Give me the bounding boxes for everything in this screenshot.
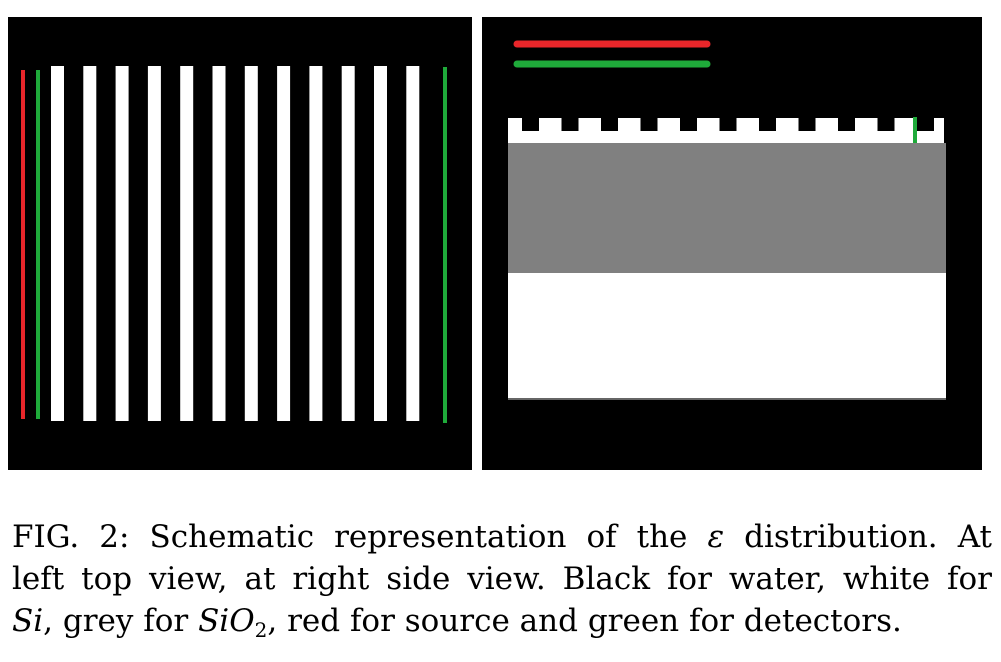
sio2-base: SiO [198, 603, 255, 639]
caption-line-2: left top view, at right side view. Black… [12, 561, 992, 597]
epsilon-symbol: ε [707, 519, 725, 555]
silicon-stripe [212, 66, 226, 421]
grating-groove [522, 118, 539, 131]
caption-text-1-end: distribution. At [744, 519, 993, 555]
grating-groove [759, 118, 776, 131]
silicon-stripe [244, 66, 258, 421]
grating-groove [601, 118, 618, 131]
side-view-panel [482, 17, 982, 470]
si-symbol: Si [12, 603, 44, 639]
grating-groove [917, 118, 934, 131]
caption-text-1: Schematic representation of the [149, 519, 688, 555]
silicon-stripe [180, 66, 194, 421]
caption-line-3: Si, grey for SiO2, red for source and gr… [12, 600, 992, 651]
grating-groove [838, 118, 855, 131]
silicon-stripe [51, 66, 64, 421]
silicon-stripe [83, 66, 97, 421]
silicon-substrate [508, 273, 946, 399]
silicon-stripe [374, 66, 387, 421]
oxide-layer [508, 143, 946, 273]
grating-groove [680, 118, 697, 131]
sio2-subscript: 2 [254, 618, 268, 642]
side-view-diagram [508, 40, 946, 400]
grating-groove [640, 118, 658, 131]
grating-groove [561, 118, 579, 131]
silicon-stripe [406, 66, 420, 421]
grating-groove [719, 118, 737, 131]
sio2-symbol: SiO2 [198, 603, 268, 642]
silicon-stripe [277, 66, 291, 421]
caption-line-1: FIG. 2: Schematic representation of the … [12, 516, 992, 558]
silicon-stripe [309, 66, 323, 421]
caption-text-3a: , grey for [43, 603, 189, 639]
silicon-stripe [147, 66, 161, 421]
top-view-diagram [21, 66, 447, 423]
grating-groove [877, 118, 895, 131]
grating-groove [798, 118, 816, 131]
caption-label: FIG. 2: [12, 519, 130, 555]
figure-caption: FIG. 2: Schematic representation of the … [12, 516, 992, 651]
caption-text-3b: , red for source and green for detectors… [267, 603, 902, 639]
top-view-panel [8, 17, 472, 470]
silicon-stripe [115, 66, 129, 421]
silicon-stripe [341, 66, 355, 421]
